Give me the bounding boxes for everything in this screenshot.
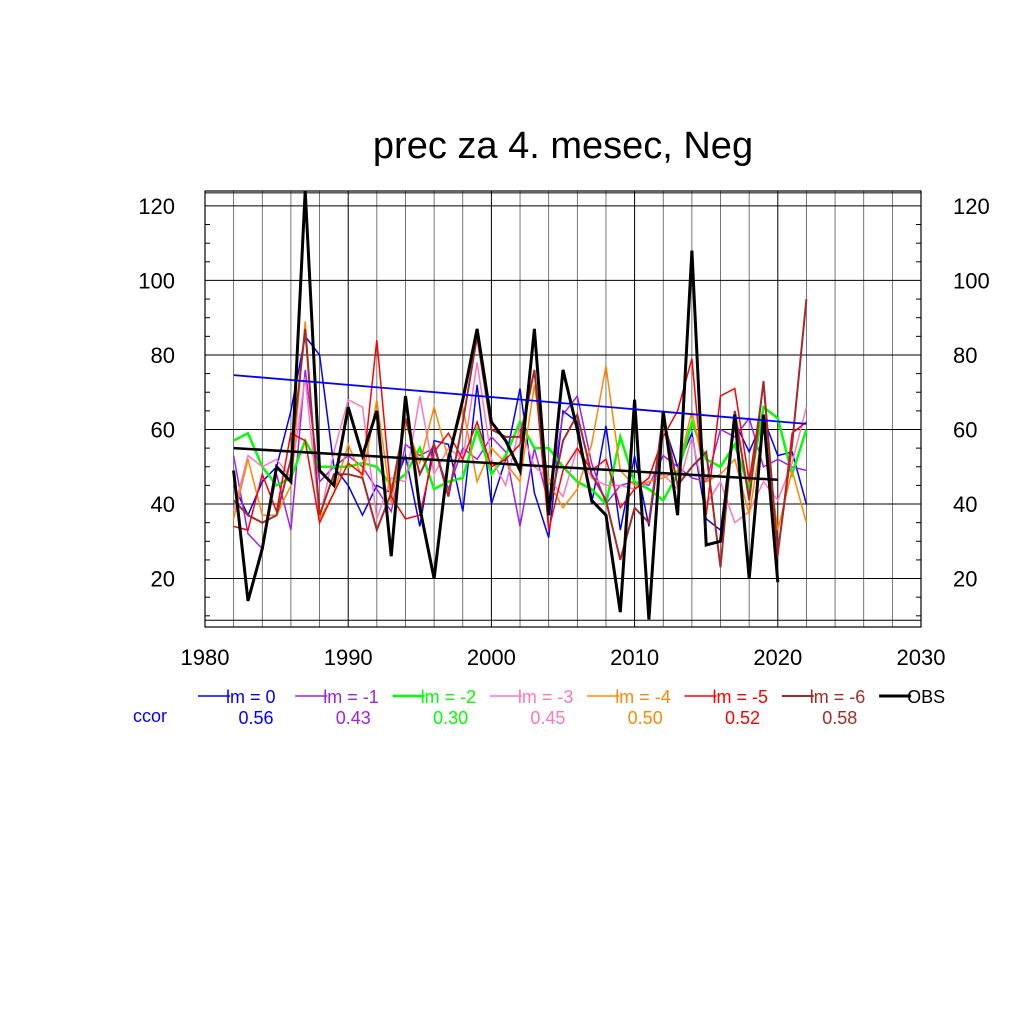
legend-label-7: OBS	[907, 687, 945, 707]
trend-line-7	[233, 446, 778, 482]
y-tick-label-left: 40	[151, 492, 175, 517]
legend-label-5: lm = -5	[713, 687, 769, 707]
y-tick-label-left: 20	[151, 567, 175, 592]
series-line-2	[233, 404, 808, 507]
y-tick-label-right: 80	[953, 343, 977, 368]
legend-label-0: lm = 0	[226, 687, 276, 707]
legend-label-4: lm = -4	[615, 687, 671, 707]
y-tick-label-right: 40	[953, 492, 977, 517]
y-tick-label-right: 120	[953, 194, 990, 219]
series-line-7	[232, 190, 780, 620]
legend-ccor-1: 0.43	[336, 708, 371, 728]
y-tick-label-left: 80	[151, 343, 175, 368]
plot-frame	[204, 190, 922, 628]
y-tick-label-right: 100	[953, 268, 990, 293]
ccor-label: ccor	[133, 706, 167, 726]
x-tick-label: 1980	[181, 645, 230, 670]
series-line-0	[232, 334, 808, 538]
y-tick-label-right: 20	[953, 567, 977, 592]
legend-label-1: lm = -1	[323, 687, 379, 707]
trend-line-0	[233, 374, 807, 425]
y-tick-label-left: 100	[138, 268, 175, 293]
legend-ccor-6: 0.58	[822, 708, 857, 728]
y-tick-label-left: 120	[138, 194, 175, 219]
legend-ccor-5: 0.52	[725, 708, 760, 728]
grid	[204, 191, 922, 627]
legend-label-2: lm = -2	[421, 687, 477, 707]
x-tick-label: 1990	[324, 645, 373, 670]
series-line-6	[232, 299, 808, 568]
x-tick-label: 2010	[610, 645, 659, 670]
x-tick-label: 2000	[467, 645, 516, 670]
legend-label-3: lm = -3	[518, 687, 574, 707]
chart-title: prec za 4. mesec, Neg	[373, 125, 753, 167]
y-tick-label-left: 60	[151, 417, 175, 442]
legend-ccor-3: 0.45	[530, 708, 565, 728]
y-tick-label-right: 60	[953, 417, 977, 442]
plot-area	[232, 190, 808, 620]
legend-ccor-2: 0.30	[433, 708, 468, 728]
x-tick-label: 2020	[753, 645, 802, 670]
legend-ccor-0: 0.56	[238, 708, 273, 728]
legend-ccor-4: 0.50	[628, 708, 663, 728]
trend-lines	[233, 374, 807, 482]
legend-label-6: lm = -6	[810, 687, 866, 707]
x-tick-label: 2030	[897, 645, 946, 670]
